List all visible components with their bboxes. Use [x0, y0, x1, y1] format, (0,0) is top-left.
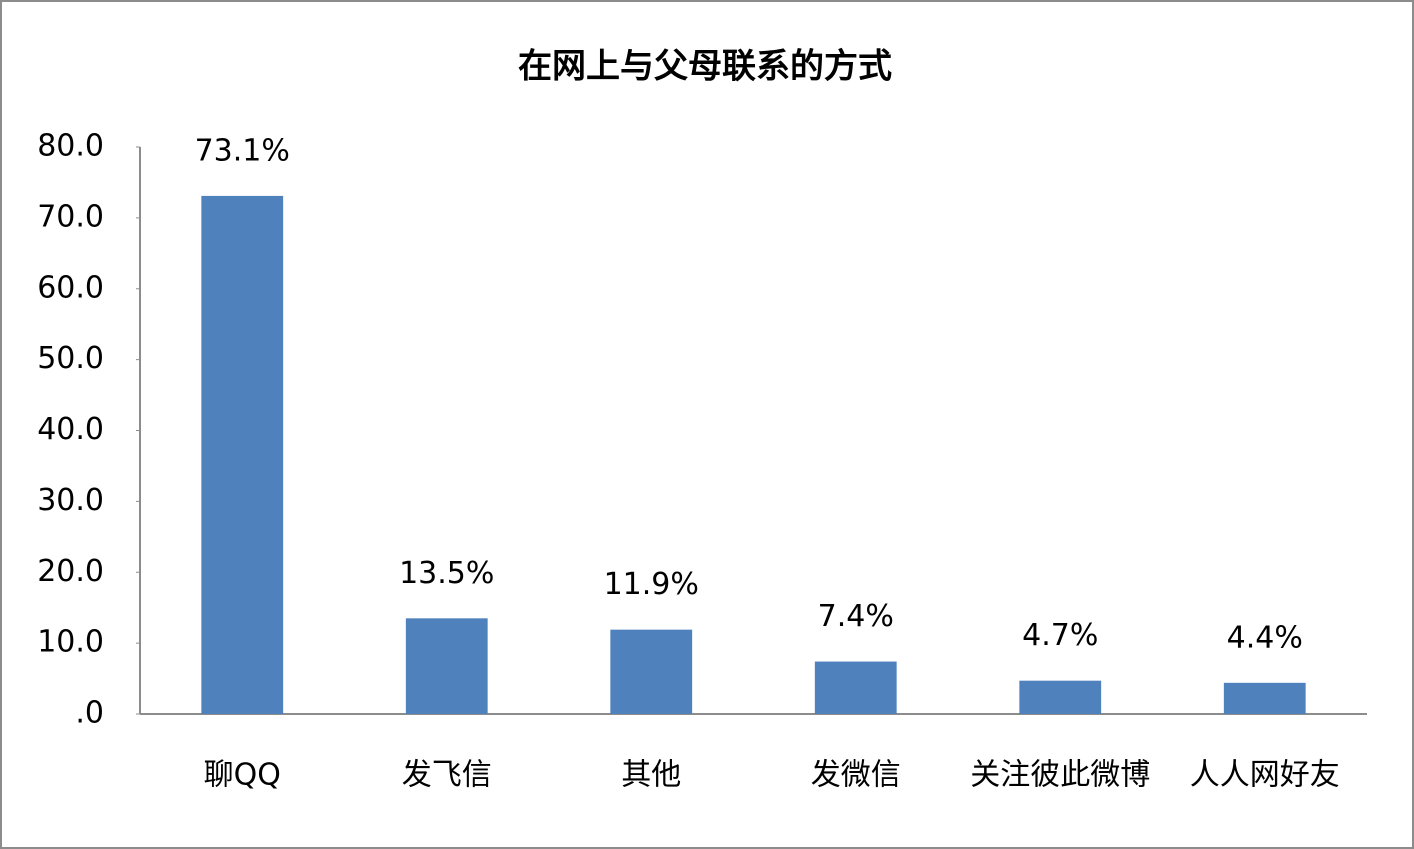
x-tick-label: 人人网好友 [1190, 758, 1340, 793]
bar [1019, 680, 1102, 714]
bar [610, 629, 693, 714]
y-tick-label: 40.0 [37, 412, 104, 447]
y-tick-label: 60.0 [37, 270, 104, 305]
bar [1223, 682, 1306, 714]
x-tick-label: 聊QQ [204, 758, 281, 793]
bar [201, 195, 284, 714]
bar [405, 618, 488, 714]
x-tick-label: 关注彼此微博 [970, 758, 1150, 793]
x-tick-label: 发飞信 [402, 758, 492, 793]
x-tick-label: 其他 [621, 758, 681, 793]
y-tick-label: 20.0 [37, 554, 104, 589]
x-tick-label: 发微信 [811, 758, 901, 793]
y-tick-label: .0 [75, 696, 104, 731]
bar [814, 661, 897, 714]
y-tick-label: 10.0 [37, 625, 104, 660]
y-tick-label: 70.0 [37, 199, 104, 234]
chart-title: 在网上与父母联系的方式 [518, 47, 892, 87]
data-label: 4.4% [1227, 620, 1303, 655]
y-tick-label: 50.0 [37, 341, 104, 376]
data-label: 13.5% [399, 556, 494, 591]
data-label: 11.9% [604, 567, 699, 602]
y-tick-label: 30.0 [37, 483, 104, 518]
data-label: 7.4% [818, 599, 894, 634]
y-tick-label: 80.0 [37, 129, 104, 164]
data-label: 4.7% [1022, 618, 1098, 653]
data-label: 73.1% [195, 133, 290, 168]
